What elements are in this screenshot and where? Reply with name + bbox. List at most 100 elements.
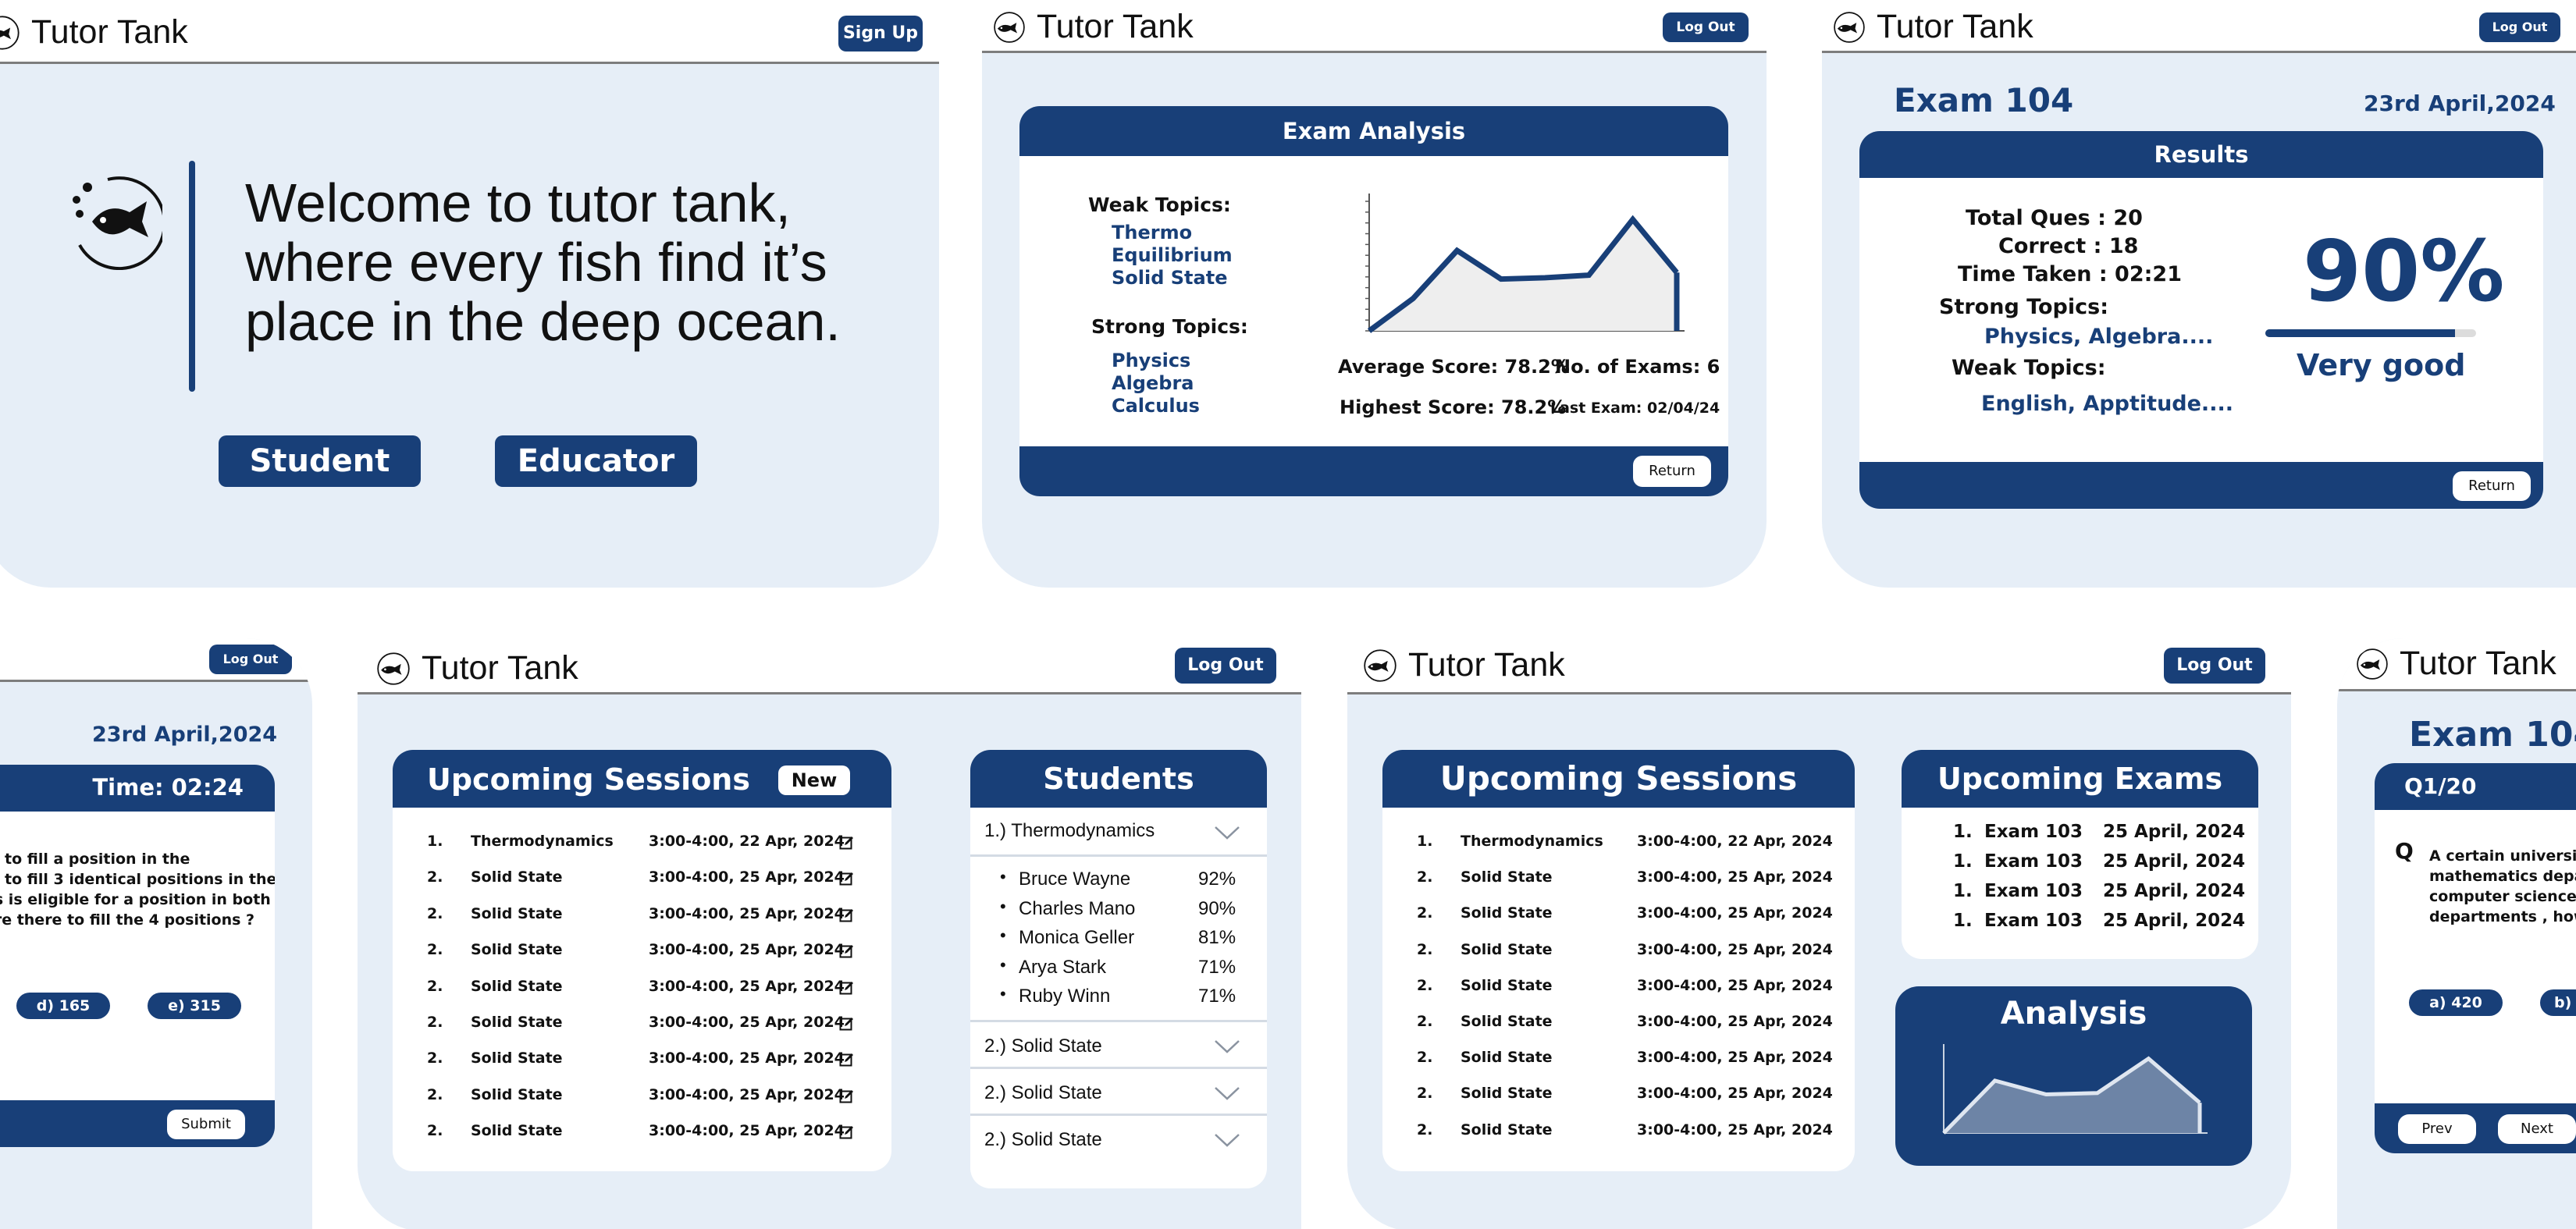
student-name: Bruce Wayne [1019,868,1131,890]
welcome-text-1: Welcome to tutor tank, [245,172,792,233]
option-b[interactable]: b) [2540,989,2576,1016]
exam-row: 1. Exam 103 25 April, 2024 [1902,911,2258,934]
brand[interactable]: Tutor Tank [376,649,578,687]
fish-logo-icon [993,11,1026,44]
logout-button[interactable]: Log Out [2479,12,2560,42]
brand[interactable]: Tutor Tank [1833,8,2033,46]
session-number: 1. [1417,833,1433,850]
logout-button[interactable]: Log Out [2164,648,2265,684]
results-screen: Tutor Tank Log Out Exam 104 23rd April,2… [1822,0,2576,588]
session-topic: Solid State [1461,1085,1553,1103]
option-a[interactable]: a) 420 [2409,989,2503,1016]
edit-icon[interactable] [839,835,855,851]
logout-button[interactable]: Log Out [209,645,292,674]
results-card: Results Total Ques : 20 Correct : 18 Tim… [1859,131,2543,509]
session-topic: Solid State [471,1014,563,1031]
chart-series-line [1367,215,1679,333]
student-name: Ruby Winn [1019,986,1111,1007]
student-row: • Charles Mano 90% [970,897,1267,922]
edit-icon[interactable] [839,908,855,923]
exam-date: 25 April, 2024 [2103,911,2246,931]
edit-icon[interactable] [839,1089,855,1104]
question-text: le to fill a position in the [0,851,190,868]
logout-button[interactable]: Log Out [1663,12,1749,42]
student-button[interactable]: Student [219,435,421,487]
timer: Time: 02:24 [92,774,244,801]
accordion-header[interactable]: 2.) Solid State [970,1071,1267,1114]
session-topic: Solid State [471,904,563,922]
session-row: 2. Solid State 3:00-4:00, 25 Apr, 2024 [393,1012,891,1035]
exam-title: Exam 104 [1894,81,2074,119]
fish-logo-icon [2356,648,2389,680]
chart-series-line [1942,1056,2201,1135]
option-e[interactable]: e) 315 [148,993,241,1019]
accordion-header[interactable]: 1.) Thermodynamics [970,808,1267,854]
brand[interactable]: Tutor Tank [993,8,1194,46]
accordion-label: 1.) Thermodynamics [984,820,1155,841]
prev-button[interactable]: Prev [2398,1114,2476,1144]
edit-icon[interactable] [839,871,855,886]
exam-date: 25 April, 2024 [2103,881,2246,901]
educator-dashboard-screen: Tutor Tank Log Out Upcoming Sessions New… [358,638,1301,1229]
highest-score: Highest Score: 78.2% [1340,396,1567,418]
exam-navbar: Tutor Tank [2337,638,2576,691]
educator-button[interactable]: Educator [495,435,697,487]
edit-icon[interactable] [839,1052,855,1067]
accordion-label: 2.) Solid State [984,1129,1102,1150]
session-number: 2. [1417,940,1433,958]
session-number: 2. [427,904,443,922]
session-topic: Solid State [471,977,563,995]
exam-name: Exam 103 [1984,851,2083,872]
weak-topics-heading: Weak Topics: [1952,356,2106,380]
submit-button[interactable]: Submit [167,1110,245,1139]
return-button[interactable]: Return [1633,456,1711,487]
score-rating: Very good [2297,348,2466,382]
session-number: 2. [1417,976,1433,994]
next-button[interactable]: Next [2498,1114,2576,1144]
session-time: 3:00-4:00, 25 Apr, 2024 [1637,1121,1833,1138]
question-number: Q1/20 [2404,773,2477,799]
accordion-header[interactable]: 2.) Solid State [970,1118,1267,1160]
brand[interactable]: Tutor Tank [1363,646,1565,684]
session-time: 3:00-4:00, 25 Apr, 2024 [1637,940,1833,958]
edit-icon[interactable] [839,943,855,959]
session-topic: Solid State [471,1050,563,1067]
edit-icon[interactable] [839,1016,855,1032]
landing-screen: Tutor Tank Sign Up Welcome to tutor tank… [0,0,939,588]
session-time: 3:00-4:00, 25 Apr, 2024 [649,977,845,995]
time-taken: Time Taken : 02:21 [1958,262,2182,286]
option-d[interactable]: d) 165 [16,993,110,1019]
session-time: 3:00-4:00, 25 Apr, 2024 [649,1014,845,1031]
session-time: 3:00-4:00, 25 Apr, 2024 [1637,1085,1833,1103]
weak-topic: Thermo [1112,222,1193,243]
sessions-header: Upcoming Sessions New [393,750,891,808]
question-card-footer: Prev Next [2375,1103,2576,1153]
session-time: 3:00-4:00, 22 Apr, 2024 [649,833,845,850]
brand[interactable]: Tutor Tank [0,13,188,52]
accordion-divider [970,1067,1267,1069]
bullet: • [1000,954,1006,975]
exam-date: 25 April, 2024 [2103,822,2246,842]
exam-name: Exam 103 [1984,911,2083,931]
session-number: 1. [427,833,443,850]
student-score: 71% [1198,986,1236,1007]
educator-navbar: Tutor Tank Log Out [358,638,1301,694]
weak-topic: Equilibrium [1112,244,1233,266]
session-number: 2. [427,1050,443,1067]
session-topic: Solid State [1461,976,1553,994]
analysis-card[interactable]: Analysis [1895,986,2252,1166]
weak-topic: Solid State [1112,267,1228,289]
analysis-card-footer: Return [1019,446,1728,496]
logout-button[interactable]: Log Out [1175,648,1276,684]
new-session-button[interactable]: New [778,765,850,795]
strong-topics-heading: Strong Topics: [1091,315,1248,338]
edit-icon[interactable] [839,1124,855,1140]
bullet: • [1000,925,1006,945]
return-button[interactable]: Return [2453,471,2531,501]
exam-title: Exam 104 [2409,715,2576,755]
brand[interactable]: Tutor Tank [2356,645,2556,683]
student-dashboard-screen: Tutor Tank Log Out Upcoming Sessions 1. T… [1347,638,2291,1229]
accordion-header[interactable]: 2.) Solid State [970,1025,1267,1067]
signup-button[interactable]: Sign Up [838,16,923,52]
edit-icon[interactable] [839,980,855,996]
